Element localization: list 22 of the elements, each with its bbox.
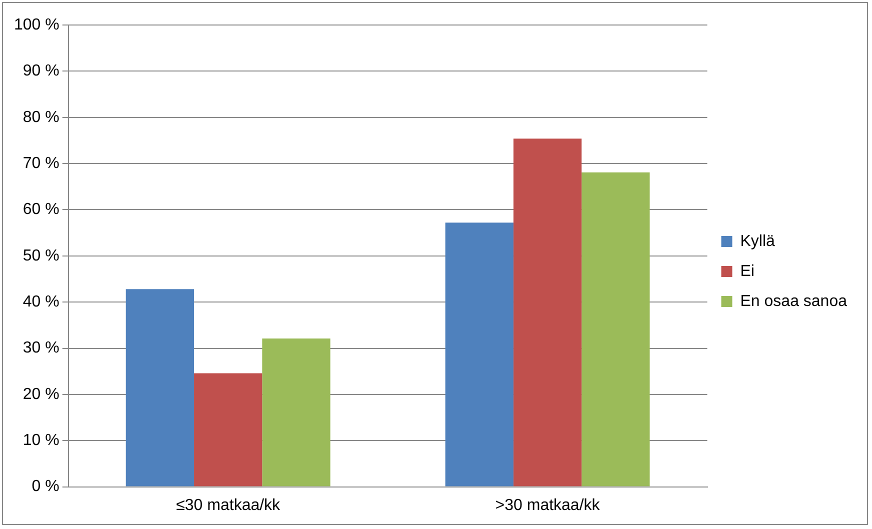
bar [126, 289, 194, 486]
legend-label: Kyllä [740, 232, 776, 250]
y-tick-label: 40 % [22, 293, 60, 310]
y-tick-label: 100 % [14, 16, 60, 34]
y-tick-label: 80 % [22, 108, 60, 126]
y-tick-label: 60 % [22, 201, 60, 218]
x-tick-label: ≤30 matkaa/kk [176, 496, 282, 514]
y-tick-label: 70 % [22, 154, 60, 172]
y-tick-label: 50 % [22, 247, 60, 264]
y-tick-label: 30 % [22, 340, 60, 357]
y-tick-label: 10 % [22, 432, 60, 450]
bar [513, 138, 582, 486]
bar [582, 172, 650, 486]
y-tick-label: 0 % [32, 478, 60, 496]
legend-label: Ei [740, 262, 754, 280]
y-tick-label: 20 % [22, 386, 60, 403]
legend-label: En osaa sanoa [740, 292, 848, 310]
x-tick-label: >30 matkaa/kk [495, 496, 601, 514]
bar [445, 222, 514, 486]
bar [194, 373, 262, 486]
y-tick-label: 90 % [22, 62, 60, 80]
bar [262, 338, 330, 486]
